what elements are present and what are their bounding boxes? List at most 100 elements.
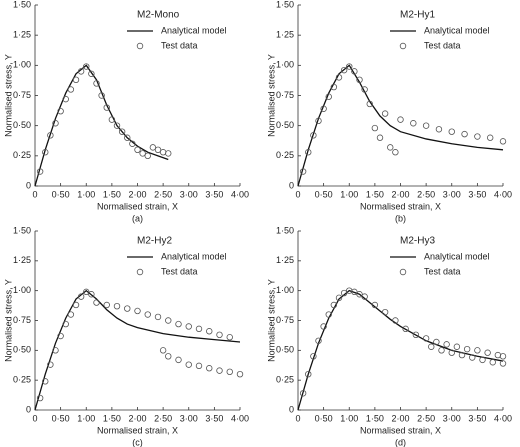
x-tick-label: 3·50 bbox=[205, 413, 223, 423]
test-point bbox=[62, 95, 69, 103]
test-point bbox=[175, 320, 182, 328]
test-point bbox=[139, 150, 146, 157]
x-axis-label: Normalised strain, X bbox=[360, 201, 441, 211]
test-point bbox=[340, 289, 348, 297]
x-tick-label: 0·50 bbox=[315, 189, 333, 199]
test-point bbox=[67, 311, 75, 318]
test-point bbox=[479, 356, 486, 364]
test-point bbox=[381, 110, 389, 117]
test-point bbox=[195, 325, 203, 333]
test-point bbox=[299, 168, 307, 175]
test-point bbox=[216, 367, 223, 374]
test-point bbox=[52, 347, 59, 354]
test-point bbox=[236, 371, 244, 378]
y-tick-label: 0·75 bbox=[13, 315, 31, 325]
test-point bbox=[392, 317, 399, 324]
x-tick-label: 3·00 bbox=[443, 413, 461, 423]
test-point bbox=[428, 343, 435, 350]
y-axis-label: Normalised stress, Y bbox=[266, 279, 276, 362]
test-point bbox=[159, 347, 167, 354]
test-point bbox=[315, 117, 322, 125]
test-point bbox=[118, 128, 126, 135]
test-point bbox=[410, 120, 417, 127]
test-point bbox=[175, 356, 182, 364]
test-point bbox=[330, 83, 338, 91]
x-tick-label: 1·00 bbox=[77, 189, 95, 199]
test-point bbox=[108, 116, 116, 123]
test-point bbox=[356, 76, 363, 84]
legend-label: Test data bbox=[424, 266, 461, 276]
x-tick-label: 3·50 bbox=[468, 189, 486, 199]
x-tick-label: 1·50 bbox=[366, 413, 384, 423]
panel: 0 0·50 1·00 1·50 2·00 2·50 3·00 3·50 4·00 0 0·25 0·… bbox=[3, 225, 249, 447]
test-point bbox=[469, 354, 476, 361]
test-point bbox=[72, 76, 80, 84]
x-tick-label: 2·00 bbox=[391, 413, 409, 423]
x-tick-label: 3·00 bbox=[180, 413, 198, 423]
test-point bbox=[397, 116, 404, 123]
y-tick-label: 0 bbox=[26, 404, 31, 414]
y-tick-label: 1·25 bbox=[13, 30, 31, 40]
caption: (a) bbox=[132, 213, 143, 223]
test-point bbox=[325, 93, 332, 100]
test-point bbox=[47, 132, 54, 139]
legend-label: Analytical model bbox=[424, 25, 490, 35]
legend-label: Test data bbox=[161, 40, 198, 50]
test-point bbox=[103, 104, 110, 111]
test-point bbox=[165, 353, 172, 360]
test-point bbox=[129, 140, 136, 147]
y-tick-label: 0·75 bbox=[276, 90, 294, 100]
test-point bbox=[124, 134, 131, 141]
test-point bbox=[486, 134, 494, 141]
y-axis-label: Normalised stress, Y bbox=[266, 54, 276, 137]
test-point bbox=[310, 132, 317, 139]
y-tick-label: 0·50 bbox=[276, 120, 294, 130]
test-point bbox=[325, 311, 332, 318]
y-tick-label: 1·00 bbox=[276, 285, 294, 295]
test-point bbox=[226, 368, 233, 376]
y-tick-label: 1·00 bbox=[13, 60, 31, 70]
panel: 0 0·50 1·00 1·50 2·00 2·50 3·00 3·50 4·00 0 0·25 0·… bbox=[266, 225, 512, 447]
test-point bbox=[185, 361, 192, 368]
test-point bbox=[134, 307, 141, 315]
test-point bbox=[422, 335, 430, 342]
test-point bbox=[351, 68, 358, 75]
caption: (d) bbox=[395, 437, 406, 447]
legend-label: Analytical model bbox=[161, 25, 227, 35]
x-tick-label: 0·50 bbox=[52, 189, 70, 199]
test-point bbox=[484, 349, 491, 356]
test-point bbox=[499, 138, 507, 145]
test-point bbox=[351, 288, 358, 296]
test-point bbox=[320, 105, 327, 112]
y-axis-label: Normalised stress, Y bbox=[3, 279, 13, 362]
x-axis-label: Normalised strain, X bbox=[97, 425, 178, 435]
test-point bbox=[144, 152, 151, 160]
chart-title: M2-Hy2 bbox=[137, 236, 172, 247]
test-point bbox=[226, 334, 233, 341]
test-point bbox=[42, 149, 49, 156]
test-point bbox=[448, 128, 455, 135]
x-tick-label: 4·00 bbox=[494, 189, 512, 199]
test-point bbox=[310, 353, 317, 360]
test-point bbox=[489, 359, 496, 366]
x-tick-label: 4·00 bbox=[494, 413, 512, 423]
test-point bbox=[195, 362, 203, 370]
x-tick-label: 2·50 bbox=[417, 413, 435, 423]
test-point bbox=[103, 301, 110, 309]
test-point bbox=[98, 92, 105, 99]
test-point bbox=[371, 301, 379, 309]
caption: (c) bbox=[132, 437, 143, 447]
x-tick-label: 3·00 bbox=[443, 189, 461, 199]
test-point bbox=[36, 168, 44, 175]
test-point bbox=[392, 149, 399, 156]
x-tick-label: 1·00 bbox=[340, 413, 358, 423]
test-point bbox=[113, 122, 121, 129]
test-point bbox=[361, 86, 368, 93]
x-tick-label: 0 bbox=[295, 189, 300, 199]
test-point bbox=[422, 122, 430, 129]
test-point bbox=[88, 70, 95, 77]
test-point bbox=[366, 100, 373, 108]
y-tick-label: 1·25 bbox=[276, 255, 294, 265]
test-point bbox=[376, 134, 384, 141]
